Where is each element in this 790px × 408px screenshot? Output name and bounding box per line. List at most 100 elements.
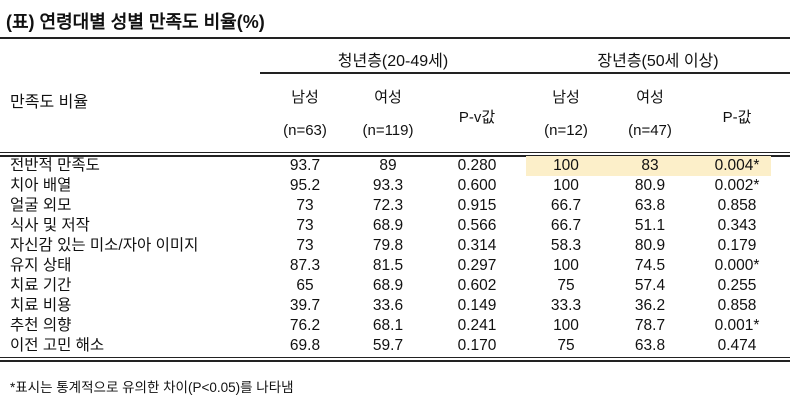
cell-senior-male: 100 [553,317,579,334]
table-row: 얼굴 외모 73 72.3 0.915 66.7 63.8 0.858 [0,196,790,216]
cell-young-p: 0.600 [457,177,497,194]
cell-senior-p: 0.858 [717,197,757,214]
cell-young-female: 81.5 [372,257,404,274]
cell-young-male: 73 [296,237,314,254]
table-row: 전반적 만족도 93.7 89 0.280 100 83 0.004* [0,156,790,176]
cell-young-male: 73 [296,217,314,234]
significance-highlight [526,156,771,176]
cell-senior-p: 0.255 [717,277,757,294]
row-label: 이전 고민 해소 [10,337,105,354]
cell-young-female: 79.8 [372,237,404,254]
row-label: 치료 기간 [10,277,72,294]
cell-senior-male: 100 [553,257,579,274]
cell-young-female: 68.1 [372,317,404,334]
cell-senior-female: 63.8 [634,337,666,354]
table-row: 추천 의향 76.2 68.1 0.241 100 78.7 0.001* [0,316,790,336]
bottom-rule-1 [0,357,790,358]
cell-young-p: 0.149 [457,297,497,314]
young-female-n: (n=119) [362,122,414,139]
cell-young-p: 0.314 [457,237,497,254]
cell-senior-p: 0.004* [714,157,760,174]
cell-young-p: 0.602 [457,277,497,294]
cell-senior-male: 75 [557,277,575,294]
cell-young-p: 0.297 [457,257,497,274]
cell-young-female: 89 [379,157,397,174]
cell-young-p: 0.566 [457,217,497,234]
cell-young-male: 93.7 [289,157,321,174]
cell-young-p: 0.280 [457,157,497,174]
young-female-header: 여성 [374,89,402,106]
cell-young-male: 87.3 [289,257,321,274]
cell-young-female: 59.7 [372,337,404,354]
row-label: 추천 의향 [10,317,72,334]
cell-senior-male: 33.3 [550,297,582,314]
row-label: 식사 및 저작 [10,217,90,234]
cell-senior-p: 0.000* [714,257,760,274]
cell-senior-p: 0.858 [717,297,757,314]
cell-senior-p: 0.001* [714,317,760,334]
cell-senior-p: 0.002* [714,177,760,194]
cell-young-p: 0.170 [457,337,497,354]
cell-young-female: 93.3 [372,177,404,194]
row-label: 전반적 만족도 [10,157,100,174]
cell-senior-female: 57.4 [634,277,666,294]
top-rule [0,37,790,39]
cell-young-female: 68.9 [372,277,404,294]
table-title: (표) 연령대별 성별 만족도 비율(%) [6,12,265,32]
cell-young-p: 0.241 [457,317,497,334]
young-male-header: 남성 [291,89,319,106]
cell-young-male: 95.2 [289,177,321,194]
cell-senior-male: 100 [553,177,579,194]
cell-young-male: 65 [296,277,314,294]
cell-senior-male: 58.3 [550,237,582,254]
cell-senior-male: 100 [553,157,579,174]
cell-senior-female: 80.9 [634,177,666,194]
senior-female-n: (n=47) [628,122,672,139]
senior-female-header: 여성 [636,89,664,106]
cell-young-p: 0.915 [457,197,497,214]
row-label-header: 만족도 비율 [10,94,89,111]
cell-senior-p: 0.179 [717,237,757,254]
cell-young-female: 72.3 [372,197,404,214]
cell-senior-female: 78.7 [634,317,666,334]
young-male-n: (n=63) [283,122,327,139]
cell-young-female: 33.6 [372,297,404,314]
table-row: 유지 상태 87.3 81.5 0.297 100 74.5 0.000* [0,256,790,276]
cell-senior-female: 63.8 [634,197,666,214]
header-rule-1 [0,152,790,153]
cell-senior-male: 75 [557,337,575,354]
cell-senior-male: 66.7 [550,197,582,214]
cell-young-male: 73 [296,197,314,214]
bottom-rule-2 [0,360,790,362]
cell-senior-female: 51.1 [634,217,666,234]
row-label: 얼굴 외모 [10,197,72,214]
table-row: 치료 비용 39.7 33.6 0.149 33.3 36.2 0.858 [0,296,790,316]
senior-p-header: P-값 [722,109,752,126]
cell-senior-p: 0.343 [717,217,757,234]
senior-male-n: (n=12) [544,122,588,139]
cell-young-male: 39.7 [289,297,321,314]
cell-senior-female: 36.2 [634,297,666,314]
senior-male-header: 남성 [552,89,580,106]
group-rule [260,72,790,74]
footnote: *표시는 통계적으로 유의한 차이(P<0.05)를 나타냄 [10,380,294,395]
cell-senior-male: 66.7 [550,217,582,234]
header-rule-2 [0,155,790,157]
table-row: 식사 및 저작 73 68.9 0.566 66.7 51.1 0.343 [0,216,790,236]
group-header-young: 청년층(20-49세) [337,53,449,70]
table-row: 자신감 있는 미소/자아 이미지 73 79.8 0.314 58.3 80.9 0.179 [0,236,790,256]
young-p-header: P-v값 [458,109,496,126]
cell-young-male: 76.2 [289,317,321,334]
cell-senior-p: 0.474 [717,337,757,354]
table-row: 치아 배열 95.2 93.3 0.600 100 80.9 0.002* [0,176,790,196]
group-header-senior: 장년층(50세 이상) [597,53,719,70]
row-label: 유지 상태 [10,257,72,274]
cell-senior-female: 83 [641,157,659,174]
table-row: 이전 고민 해소 69.8 59.7 0.170 75 63.8 0.474 [0,336,790,356]
cell-senior-female: 80.9 [634,237,666,254]
row-label: 치아 배열 [10,177,72,194]
row-label: 자신감 있는 미소/자아 이미지 [10,237,199,254]
cell-young-male: 69.8 [289,337,321,354]
cell-young-female: 68.9 [372,217,404,234]
